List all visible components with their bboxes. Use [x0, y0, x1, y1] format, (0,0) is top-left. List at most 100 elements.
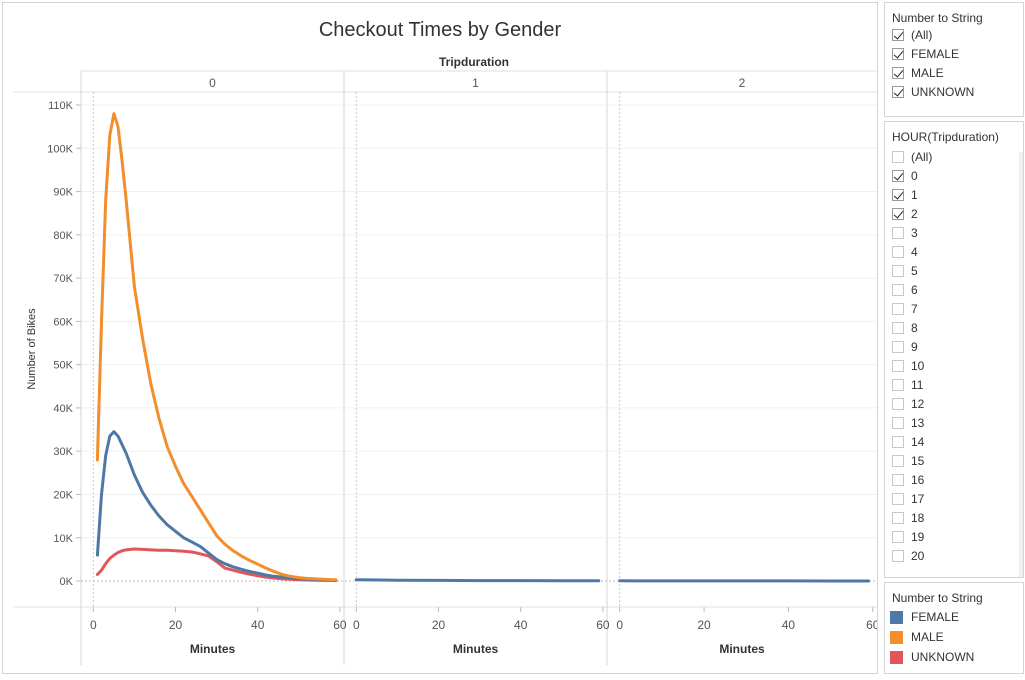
- chart-panel: Checkout Times by Gender Tripduration 0 1 2 0…: [2, 2, 878, 674]
- y-tick-label: 20K: [53, 489, 73, 501]
- hour-filter-option[interactable]: 10: [885, 356, 1023, 375]
- legend-item[interactable]: UNKNOWN: [885, 647, 1023, 667]
- checkbox-unchecked-icon[interactable]: [892, 302, 904, 315]
- y-tick-label: 110K: [48, 100, 74, 112]
- checkbox-unchecked-icon[interactable]: [892, 435, 904, 448]
- hour-filter-option[interactable]: 4: [885, 242, 1023, 261]
- checkbox-checked-icon[interactable]: [892, 47, 904, 60]
- hour-filter-option-label: 9: [911, 339, 918, 354]
- hour-filter-option[interactable]: 5: [885, 261, 1023, 280]
- x-tick-label: 60: [596, 618, 610, 632]
- gender-filter-option-label: FEMALE: [911, 46, 960, 61]
- checkbox-unchecked-icon[interactable]: [892, 150, 904, 163]
- gender-filter-option-label: UNKNOWN: [911, 84, 975, 99]
- checkbox-checked-icon[interactable]: [892, 207, 904, 220]
- legend-swatch: [890, 650, 903, 664]
- hour-filter-option-label: 18: [911, 510, 925, 525]
- checkbox-unchecked-icon[interactable]: [892, 264, 904, 277]
- legend-swatch: [890, 610, 903, 624]
- gender-filter-option[interactable]: (All): [885, 25, 1023, 44]
- checkbox-checked-icon[interactable]: [892, 169, 904, 182]
- hour-filter-option-label: 0: [911, 168, 918, 183]
- x-tick-label: 40: [251, 618, 265, 632]
- hour-filter-option[interactable]: 18: [885, 508, 1023, 527]
- gender-filter-option[interactable]: FEMALE: [885, 44, 1023, 63]
- hour-filter-option-label: 4: [911, 244, 918, 259]
- hour-filter-option[interactable]: (All): [885, 147, 1023, 166]
- hour-filter-option[interactable]: 7: [885, 299, 1023, 318]
- hour-filter-option-label: 11: [911, 377, 924, 392]
- hour-filter-option[interactable]: 19: [885, 527, 1023, 546]
- hour-filter-option-label: 7: [911, 301, 918, 316]
- x-tick-label: 20: [169, 618, 183, 632]
- hour-filter-option[interactable]: 11: [885, 375, 1023, 394]
- checkbox-unchecked-icon[interactable]: [892, 549, 904, 562]
- series-line-male-panel-0: [95, 112, 338, 582]
- checkbox-unchecked-icon[interactable]: [892, 359, 904, 372]
- hour-filter-option[interactable]: 15: [885, 451, 1023, 470]
- checkbox-unchecked-icon[interactable]: [892, 378, 904, 391]
- gender-filter-list: (All) FEMALE MALE UNKNOWN: [885, 25, 1023, 101]
- hour-filter-option[interactable]: 6: [885, 280, 1023, 299]
- legend-card: Number to String FEMALE MALE UNKNOWN: [884, 582, 1024, 674]
- hour-filter-option-label: 16: [911, 472, 925, 487]
- hour-filter-option-label: 8: [911, 320, 918, 335]
- x-tick-label: 0: [616, 618, 623, 632]
- hour-filter-option[interactable]: 13: [885, 413, 1023, 432]
- legend-label: FEMALE: [911, 610, 960, 624]
- hour-filter-option-label: 3: [911, 225, 918, 240]
- hour-filter-option[interactable]: 20: [885, 546, 1023, 565]
- checkbox-unchecked-icon[interactable]: [892, 321, 904, 334]
- checkbox-unchecked-icon[interactable]: [892, 340, 904, 353]
- x-tick-label: 40: [782, 618, 796, 632]
- series-line-female-panel-1: [354, 578, 601, 583]
- chart-title: Checkout Times by Gender: [319, 19, 562, 41]
- gender-filter-option[interactable]: UNKNOWN: [885, 82, 1023, 101]
- y-tick-label: 50K: [53, 360, 73, 372]
- hour-filter-option-label: 15: [911, 453, 925, 468]
- x-axis-label: Minutes: [719, 642, 765, 656]
- hour-filter-option[interactable]: 3: [885, 223, 1023, 242]
- hour-filter-option[interactable]: 0: [885, 166, 1023, 185]
- checkbox-checked-icon[interactable]: [892, 85, 904, 98]
- gender-filter-option[interactable]: MALE: [885, 63, 1023, 82]
- checkbox-unchecked-icon[interactable]: [892, 473, 904, 486]
- hour-filter-option-label: 6: [911, 282, 918, 297]
- checkbox-unchecked-icon[interactable]: [892, 283, 904, 296]
- y-tick-label: 30K: [53, 446, 73, 458]
- checkbox-unchecked-icon[interactable]: [892, 454, 904, 467]
- panel-header-1: 1: [472, 76, 479, 90]
- y-axis-label: Number of Bikes: [26, 308, 38, 390]
- checkbox-checked-icon[interactable]: [892, 188, 904, 201]
- checkbox-unchecked-icon[interactable]: [892, 511, 904, 524]
- hour-filter-option[interactable]: 17: [885, 489, 1023, 508]
- hour-filter-option-label: 20: [911, 548, 925, 563]
- hour-filter-option[interactable]: 14: [885, 432, 1023, 451]
- gender-filter-option-label: (All): [911, 27, 933, 42]
- line-chart: Checkout Times by Gender Tripduration 0 1 20…: [13, 19, 877, 665]
- hour-filter-option-label: (All): [911, 149, 933, 164]
- legend-item[interactable]: FEMALE: [885, 607, 1023, 627]
- checkbox-unchecked-icon[interactable]: [892, 492, 904, 505]
- y-tick-label: 100K: [47, 143, 73, 155]
- hour-filter-option[interactable]: 12: [885, 394, 1023, 413]
- checkbox-unchecked-icon[interactable]: [892, 226, 904, 239]
- hour-filter-option[interactable]: 9: [885, 337, 1023, 356]
- legend-item[interactable]: MALE: [885, 627, 1023, 647]
- hour-filter-option[interactable]: 8: [885, 318, 1023, 337]
- checkbox-checked-icon[interactable]: [892, 66, 904, 79]
- panel-header-0: 0: [209, 76, 216, 90]
- hour-filter-option[interactable]: 1: [885, 185, 1023, 204]
- checkbox-unchecked-icon[interactable]: [892, 416, 904, 429]
- hour-filter-scrollbar[interactable]: [1019, 152, 1023, 577]
- legend-title: Number to String: [892, 591, 983, 605]
- checkbox-unchecked-icon[interactable]: [892, 397, 904, 410]
- checkbox-checked-icon[interactable]: [892, 28, 904, 41]
- series-line-female-panel-0: [95, 430, 338, 582]
- checkbox-unchecked-icon[interactable]: [892, 245, 904, 258]
- hour-filter-option-label: 12: [911, 396, 925, 411]
- checkbox-unchecked-icon[interactable]: [892, 530, 904, 543]
- column-header: Tripduration: [439, 55, 509, 69]
- hour-filter-option[interactable]: 16: [885, 470, 1023, 489]
- hour-filter-option[interactable]: 2: [885, 204, 1023, 223]
